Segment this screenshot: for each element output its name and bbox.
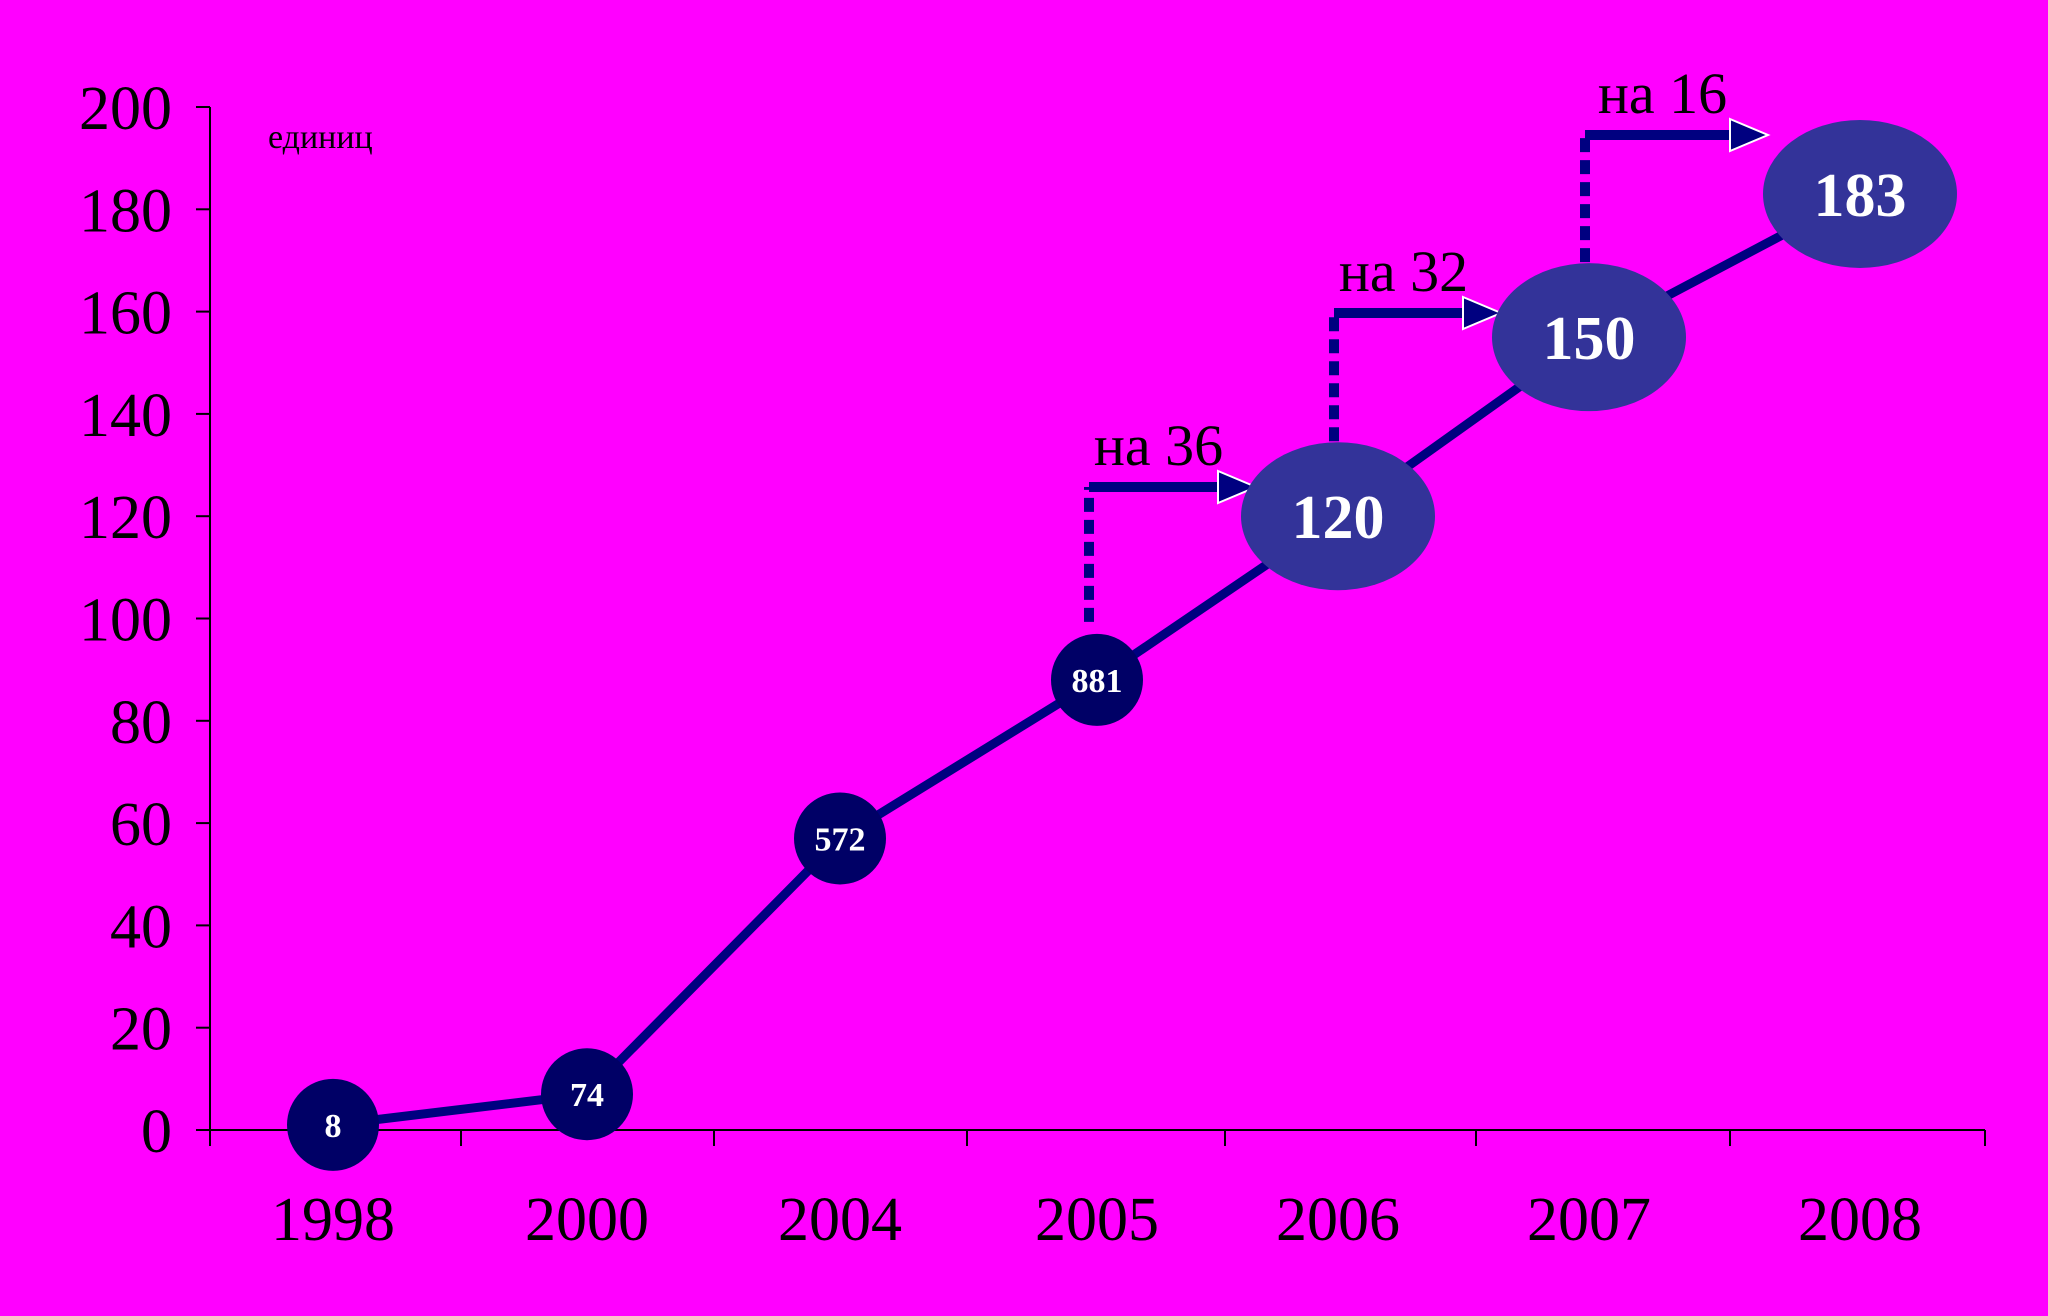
data-marker — [1492, 263, 1686, 412]
data-label: 74 — [570, 1077, 604, 1114]
data-marker — [1241, 442, 1435, 591]
annotation-label: на 36 — [1094, 413, 1223, 478]
x-tick-label: 2008 — [1798, 1186, 1922, 1254]
annotation-arrows: на 36 на 32 на 16 — [1084, 61, 1771, 622]
tick-marks — [196, 106, 1986, 1146]
delta-annotation: на 32 — [1329, 239, 1504, 442]
data-markers: 8 74 572 881 120 150 183 — [287, 119, 1957, 1171]
x-tick-label: 2005 — [1035, 1186, 1159, 1254]
x-tick-label: 2000 — [525, 1186, 649, 1254]
x-tick-label: 2007 — [1527, 1186, 1651, 1254]
y-tick-label: 200 — [79, 75, 172, 143]
y-tick-label: 40 — [110, 893, 172, 961]
data-label: 150 — [1543, 305, 1636, 373]
data-label: 183 — [1814, 162, 1907, 230]
data-marker — [287, 1078, 379, 1171]
data-point: 150 — [1492, 263, 1686, 412]
annotation-arrow-head — [1217, 469, 1259, 505]
data-marker — [794, 792, 886, 885]
x-tick-labels: 1998 2000 2004 2005 2006 2007 2008 — [271, 1186, 1922, 1254]
delta-annotation: на 16 — [1580, 61, 1771, 263]
y-tick-label: 80 — [110, 689, 172, 757]
y-tick-label: 0 — [141, 1098, 172, 1166]
delta-annotation: на 36 — [1084, 413, 1259, 622]
y-axis-unit-label: единиц — [268, 119, 373, 156]
data-point: 8 — [287, 1078, 379, 1171]
annotation-arrow-head — [1462, 295, 1504, 331]
data-marker — [541, 1048, 633, 1141]
y-tick-label: 160 — [79, 280, 172, 348]
x-tick-label: 1998 — [271, 1186, 395, 1254]
y-tick-label: 100 — [79, 587, 172, 655]
y-tick-label: 20 — [110, 996, 172, 1064]
y-tick-label: 180 — [79, 177, 172, 245]
y-tick-label: 60 — [110, 791, 172, 859]
x-tick-label: 2006 — [1276, 1186, 1400, 1254]
data-point: 572 — [794, 792, 886, 885]
data-label: 8 — [325, 1108, 342, 1145]
annotation-label: на 32 — [1339, 239, 1468, 304]
data-label: 120 — [1292, 484, 1385, 552]
data-point: 74 — [541, 1048, 633, 1141]
data-label: 881 — [1072, 663, 1123, 700]
axes — [209, 107, 1985, 1131]
annotation-label: на 16 — [1598, 61, 1727, 126]
data-point: 881 — [1051, 633, 1143, 726]
x-tick-label: 2004 — [778, 1186, 902, 1254]
annotation-arrow-head — [1729, 117, 1771, 153]
data-point: 183 — [1763, 119, 1957, 268]
y-tick-label: 120 — [79, 484, 172, 552]
data-marker — [1051, 633, 1143, 726]
y-tick-label: 140 — [79, 382, 172, 450]
data-point: 120 — [1241, 442, 1435, 591]
y-tick-labels: 0 20 40 60 80 100 120 140 160 180 200 — [79, 75, 172, 1166]
data-label: 572 — [815, 821, 866, 858]
data-marker — [1763, 119, 1957, 268]
